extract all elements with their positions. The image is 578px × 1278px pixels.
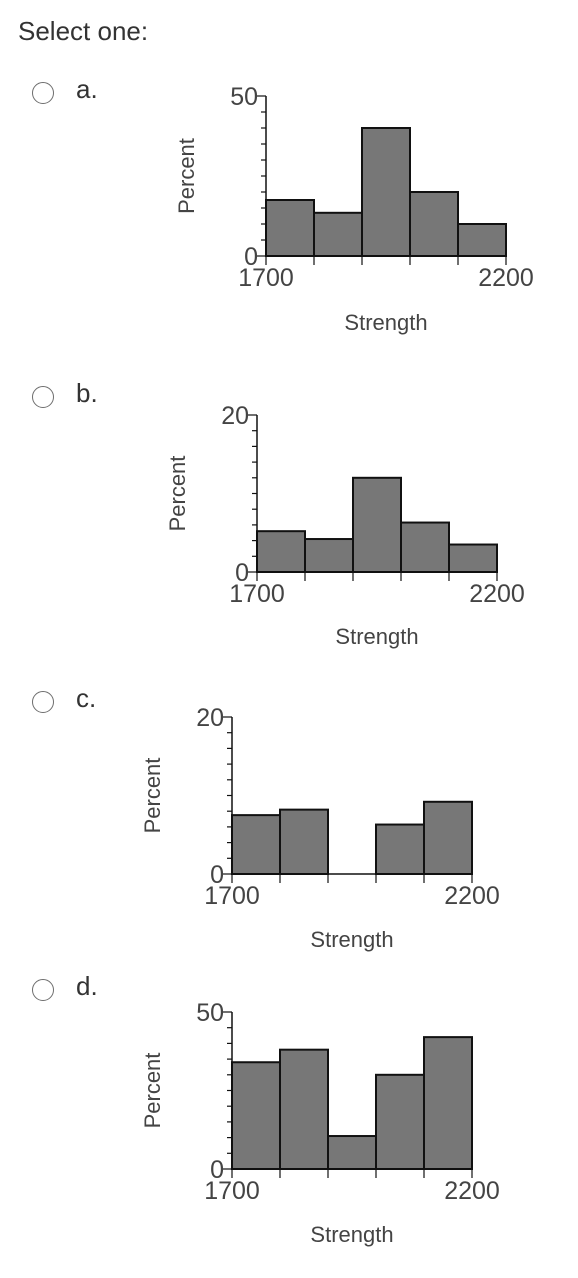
histogram-a-x-tick-label-max: 2200: [478, 264, 534, 292]
histogram-a-bar-3: [361, 127, 411, 257]
histogram-b-bar-3: [352, 476, 402, 573]
histogram-a-x-tick-label-min: 1700: [238, 264, 294, 292]
histogram-a-y-axis-title: Percent: [174, 138, 199, 214]
histogram-b-bar-2: [304, 538, 354, 574]
radio-button-c[interactable]: [32, 691, 54, 713]
histogram-d-x-axis-title: Strength: [310, 1222, 393, 1247]
histogram-b-y-axis-title: Percent: [165, 456, 190, 532]
histogram-d-bar-5: [423, 1036, 473, 1170]
histogram-a-y-tick-label-min: 0: [244, 243, 258, 271]
histogram-c-y-tick-label-min: 0: [210, 861, 224, 889]
radio-button-b[interactable]: [32, 386, 54, 408]
option-label-a[interactable]: a.: [76, 74, 98, 104]
histogram-b-x-axis-title: Strength: [335, 624, 418, 649]
histogram-b-x-tick-label-min: 1700: [229, 580, 285, 608]
histogram-c-x-axis-title: Strength: [310, 927, 393, 952]
histogram-c-y-axis-title: Percent: [140, 758, 165, 834]
histogram-d-bar-1: [231, 1061, 281, 1170]
histogram-c-x-tick-label-min: 1700: [204, 882, 260, 910]
histogram-a: 0 50 1700 2200 Strength Percent: [174, 83, 534, 335]
histogram-c: 0 20 1700 2200 Strength Percent: [140, 704, 500, 952]
histogram-d-bar-4: [375, 1073, 425, 1171]
histogram-b-y-tick-label-max: 20: [221, 402, 249, 430]
radio-button-d[interactable]: [32, 979, 54, 1001]
option-label-b[interactable]: b.: [76, 378, 98, 408]
histogram-b-bar-5: [448, 543, 498, 574]
histogram-a-bar-2: [313, 211, 363, 258]
option-label-d[interactable]: d.: [76, 971, 98, 1001]
histogram-d-x-tick-label-min: 1700: [204, 1177, 260, 1205]
histogram-b-x-tick-label-max: 2200: [469, 580, 525, 608]
histogram-d-y-axis-title: Percent: [140, 1053, 165, 1129]
histogram-c-y-tick-label-max: 20: [196, 704, 224, 732]
histogram-c-x-tick-label-max: 2200: [444, 882, 500, 910]
histogram-d-x-tick-label-max: 2200: [444, 1177, 500, 1205]
histogram-a-x-axis-title: Strength: [344, 310, 427, 335]
question-prompt: Select one:: [18, 16, 149, 46]
histogram-d-y-tick-label-max: 50: [196, 999, 224, 1027]
option-label-c[interactable]: c.: [76, 683, 97, 713]
histogram-d-bar-2: [279, 1048, 329, 1171]
histogram-b-bar-4: [400, 521, 450, 573]
histogram-c-bar-2: [279, 808, 329, 876]
histogram-b: 0 20 1700 2200 Strength Percent: [165, 402, 525, 649]
histogram-a-bar-5: [457, 223, 507, 257]
histogram-c-bar-5: [423, 800, 473, 876]
histogram-d-y-tick-label-min: 0: [210, 1156, 224, 1184]
histogram-b-y-tick-label-min: 0: [235, 559, 249, 587]
histogram-d-bar-3: [327, 1135, 377, 1171]
radio-button-a[interactable]: [32, 82, 54, 104]
histogram-a-y-tick-label-max: 50: [230, 83, 258, 111]
